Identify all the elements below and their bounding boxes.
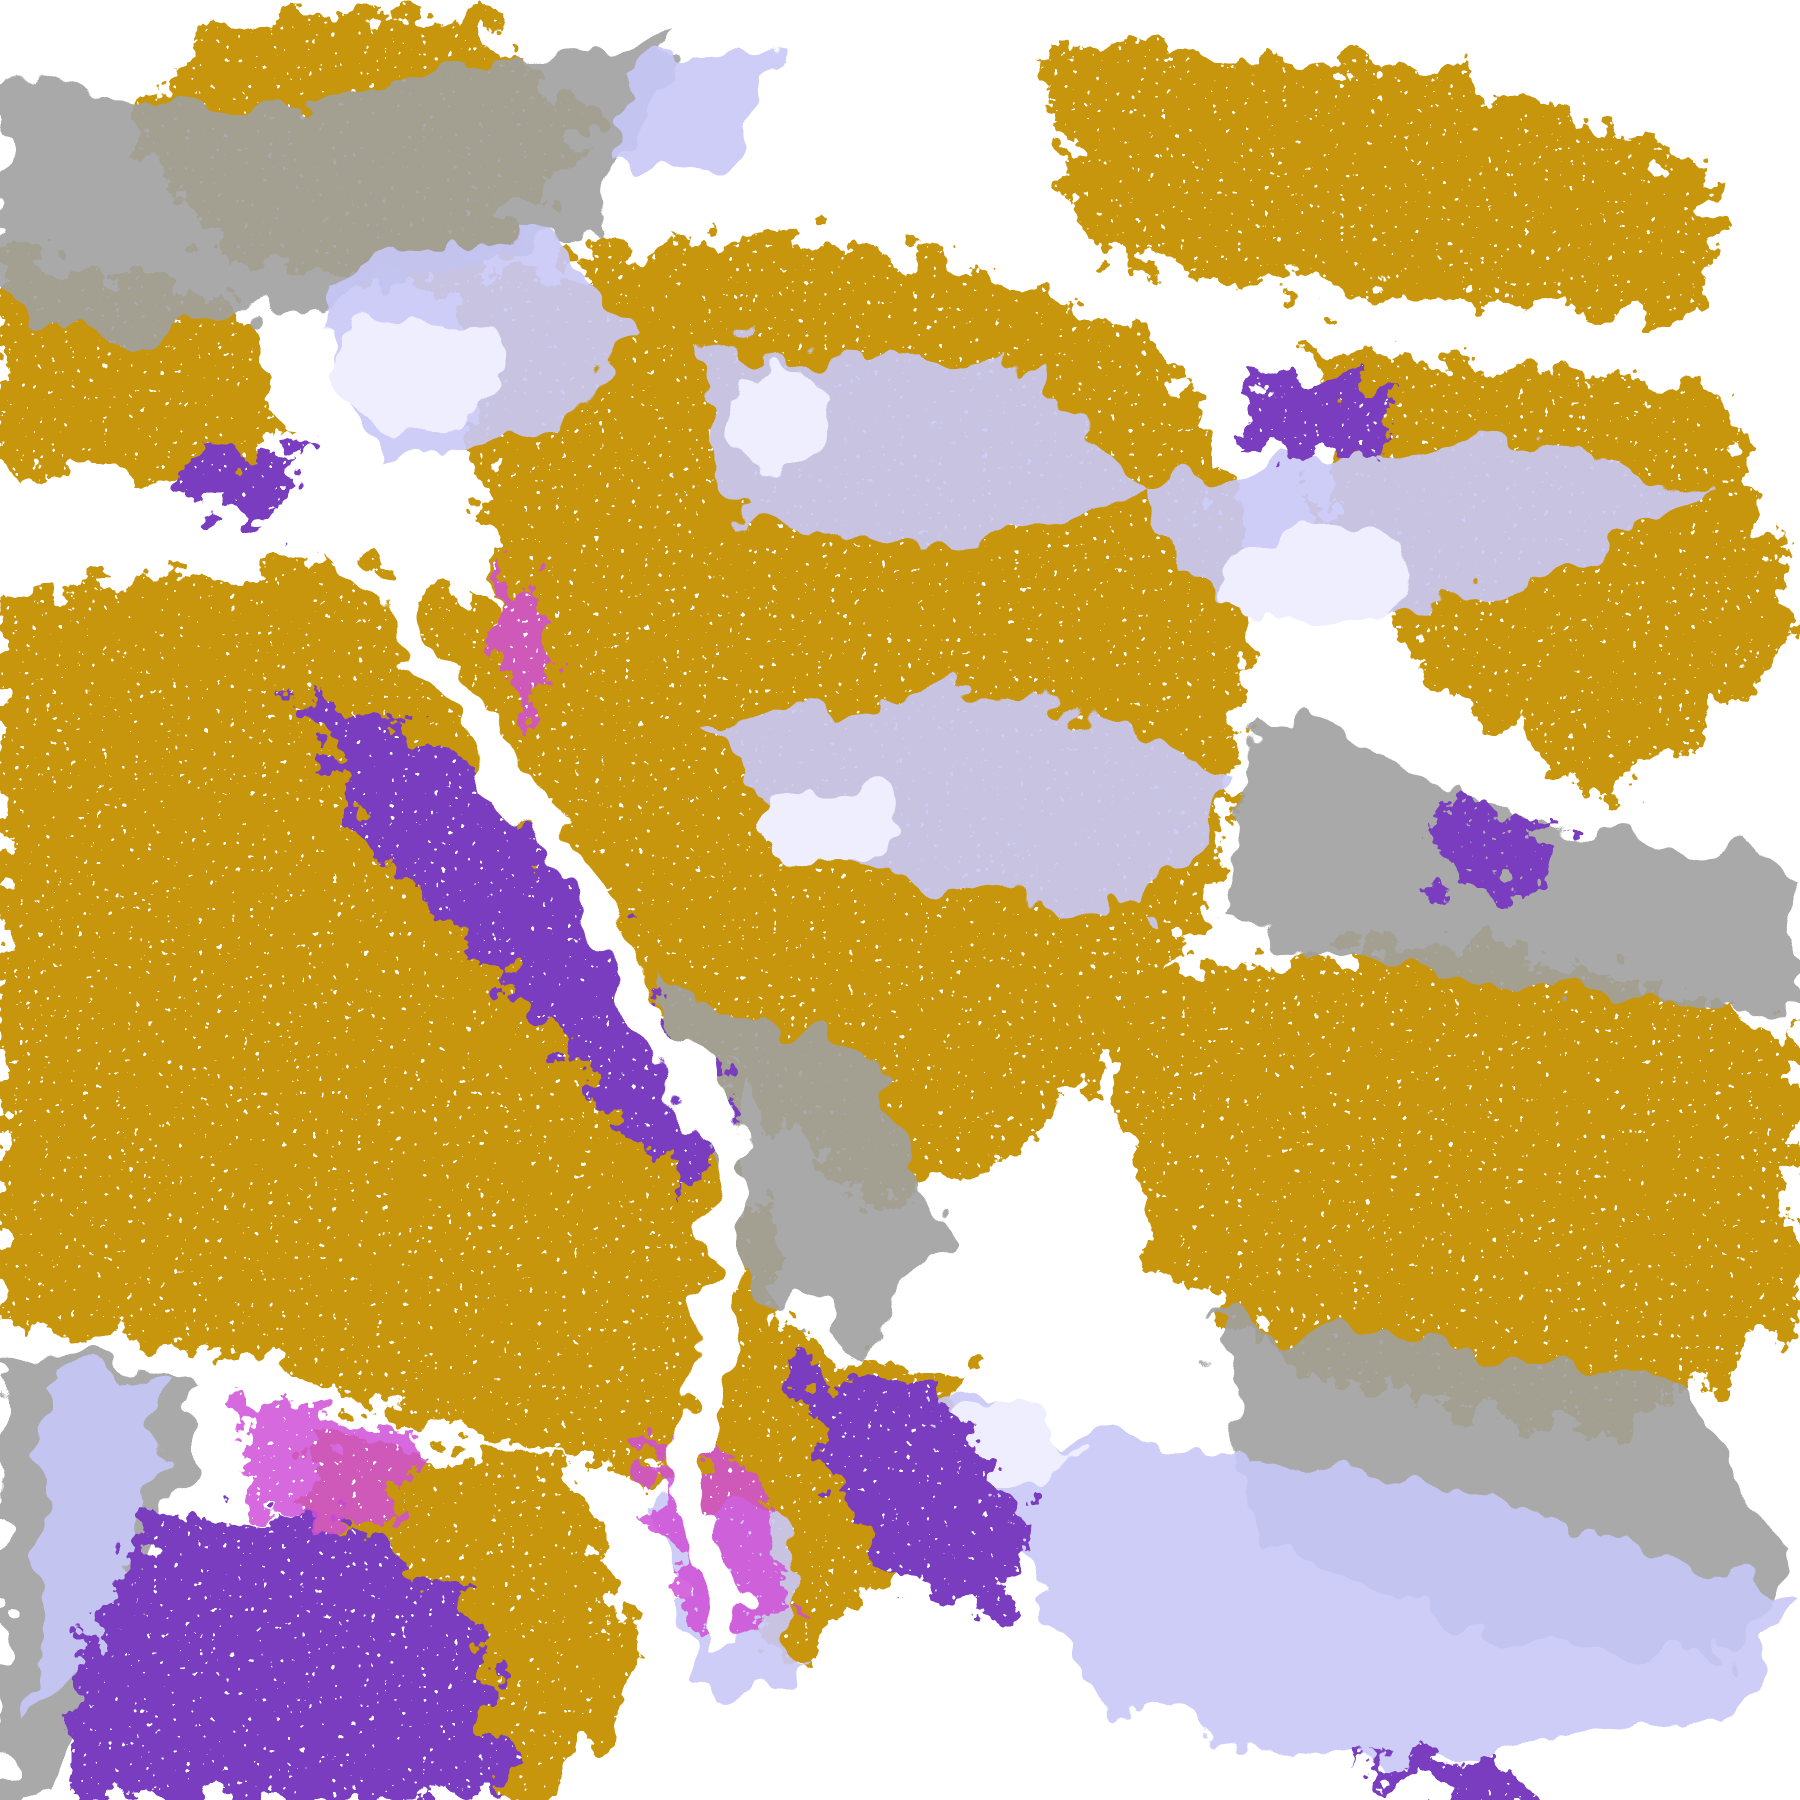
cloud-patch [1434, 803, 1562, 896]
cloud-patch [1228, 528, 1412, 620]
cloud-patch [229, 1400, 414, 1527]
cloud-patch [619, 45, 781, 173]
cloud-patch [183, 436, 299, 529]
cloud-patch [493, 551, 552, 735]
cloud-patch [0, 34, 689, 345]
cloud-patch [1354, 1756, 1543, 1800]
cloud-patch [769, 780, 884, 873]
cloud-patch [780, 1354, 1034, 1631]
cloud-patch [1090, 941, 1800, 1435]
cloud-patch [68, 1515, 506, 1800]
cloud-patch [34, 1377, 173, 1722]
cloud-patch [298, 688, 735, 1194]
bright-cloud-cores [332, 309, 1412, 1481]
cloud-patch [264, 491, 753, 1636]
purple-cloud-regions [68, 378, 1562, 1800]
cloud-patch [1239, 378, 1401, 460]
cloud-patch [734, 355, 827, 471]
cloud-patch [711, 688, 1240, 919]
cloud-patch [332, 309, 494, 425]
clear-channel [264, 491, 753, 1636]
cloud-patch [1033, 45, 1722, 322]
cloud-patch [895, 1389, 1800, 1768]
